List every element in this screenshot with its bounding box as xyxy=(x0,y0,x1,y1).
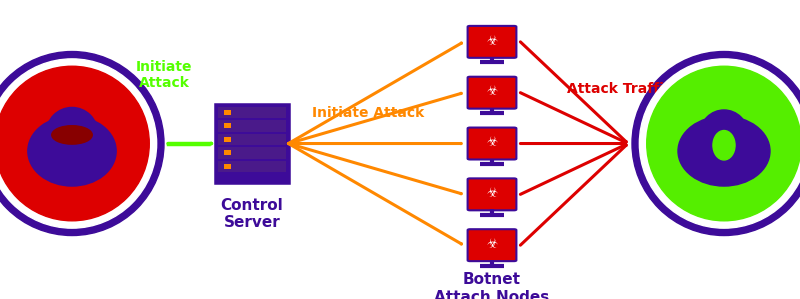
Text: Initiate
Attack: Initiate Attack xyxy=(136,60,192,90)
Ellipse shape xyxy=(52,126,92,144)
FancyBboxPatch shape xyxy=(218,161,286,172)
Ellipse shape xyxy=(28,116,116,186)
Text: ☣: ☣ xyxy=(486,187,498,200)
Text: Victim: Victim xyxy=(694,191,754,209)
Text: Attacker: Attacker xyxy=(32,191,112,209)
FancyBboxPatch shape xyxy=(467,26,517,58)
Ellipse shape xyxy=(46,107,98,159)
FancyBboxPatch shape xyxy=(218,147,286,158)
FancyBboxPatch shape xyxy=(218,107,286,118)
FancyBboxPatch shape xyxy=(224,164,231,169)
Text: Attack Traffic: Attack Traffic xyxy=(567,82,673,96)
FancyBboxPatch shape xyxy=(224,123,231,129)
Text: Control
Server: Control Server xyxy=(221,198,283,230)
Ellipse shape xyxy=(678,116,770,186)
Ellipse shape xyxy=(646,66,800,221)
Ellipse shape xyxy=(700,110,748,158)
Ellipse shape xyxy=(632,51,800,236)
Ellipse shape xyxy=(0,59,157,228)
Ellipse shape xyxy=(0,66,150,221)
Text: ☣: ☣ xyxy=(486,136,498,150)
Text: ☣: ☣ xyxy=(486,238,498,251)
FancyBboxPatch shape xyxy=(224,137,231,142)
FancyBboxPatch shape xyxy=(224,110,231,115)
Text: Botnet
Attach Nodes: Botnet Attach Nodes xyxy=(434,272,550,299)
FancyBboxPatch shape xyxy=(467,179,517,210)
FancyBboxPatch shape xyxy=(467,77,517,109)
FancyBboxPatch shape xyxy=(211,101,293,186)
Ellipse shape xyxy=(0,51,164,236)
FancyBboxPatch shape xyxy=(467,128,517,159)
Ellipse shape xyxy=(713,131,735,160)
Text: ☣: ☣ xyxy=(486,35,498,48)
FancyBboxPatch shape xyxy=(467,229,517,261)
Ellipse shape xyxy=(639,59,800,228)
FancyBboxPatch shape xyxy=(218,134,286,145)
FancyBboxPatch shape xyxy=(224,150,231,155)
Text: Initiate Attack: Initiate Attack xyxy=(312,106,424,120)
FancyBboxPatch shape xyxy=(218,120,286,132)
Text: ☣: ☣ xyxy=(486,86,498,99)
